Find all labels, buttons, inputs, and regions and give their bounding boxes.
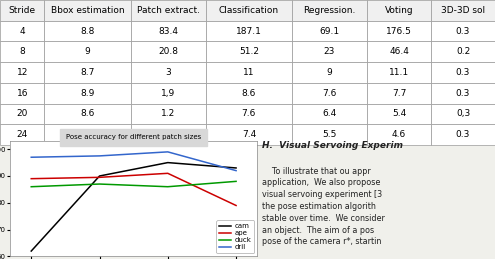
Line: dril: dril [31,152,236,171]
Legend: cam, ape, duck, dril: cam, ape, duck, dril [216,220,254,253]
ape [97,176,102,179]
ape [233,204,239,207]
cam [28,249,34,253]
duck [97,183,102,186]
Line: cam: cam [31,163,236,251]
cam [233,166,239,169]
cam [97,175,102,178]
dril [28,156,34,159]
Line: duck: duck [31,181,236,187]
Text: H.  Visual Servoing Experim: H. Visual Servoing Experim [262,141,403,150]
ape [28,177,34,180]
ape [165,172,171,175]
cam [165,161,171,164]
dril [97,154,102,157]
duck [233,180,239,183]
dril [233,169,239,172]
Text: To illustrate that ou appr
application,  We also propose
visual servoing experim: To illustrate that ou appr application, … [262,167,385,246]
Line: ape: ape [31,173,236,205]
Title: Pose accuracy for different patch sizes: Pose accuracy for different patch sizes [66,134,201,140]
duck [165,185,171,188]
dril [165,150,171,153]
duck [28,185,34,188]
